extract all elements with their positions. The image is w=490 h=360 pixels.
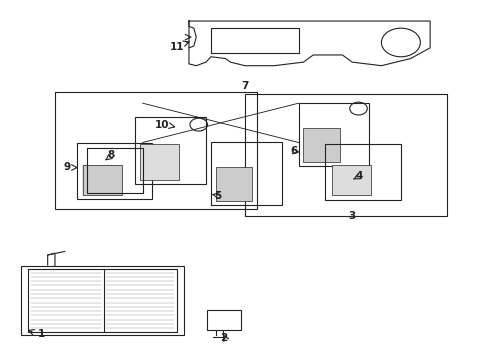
- Bar: [207, 310, 241, 330]
- Text: 11: 11: [170, 42, 184, 52]
- Text: 10: 10: [155, 120, 170, 130]
- Text: 6: 6: [290, 147, 297, 157]
- Bar: [325, 144, 401, 200]
- Bar: [211, 28, 298, 53]
- Text: 9: 9: [64, 162, 71, 172]
- Text: 1: 1: [38, 329, 45, 339]
- Text: 3: 3: [348, 211, 356, 221]
- Text: 2: 2: [220, 333, 228, 343]
- Text: 4: 4: [356, 171, 363, 181]
- Text: 8: 8: [107, 150, 115, 160]
- Bar: [298, 103, 369, 166]
- Bar: [77, 143, 152, 199]
- Bar: [303, 128, 340, 162]
- Bar: [21, 266, 184, 336]
- Bar: [135, 117, 206, 184]
- Bar: [55, 93, 257, 208]
- Text: 7: 7: [241, 81, 249, 91]
- Bar: [28, 269, 177, 332]
- Bar: [332, 165, 371, 195]
- Bar: [140, 144, 179, 180]
- Bar: [83, 165, 122, 195]
- Bar: [216, 167, 252, 202]
- Bar: [87, 148, 143, 193]
- Bar: [245, 94, 447, 216]
- Bar: [211, 143, 282, 205]
- Text: 5: 5: [215, 191, 222, 201]
